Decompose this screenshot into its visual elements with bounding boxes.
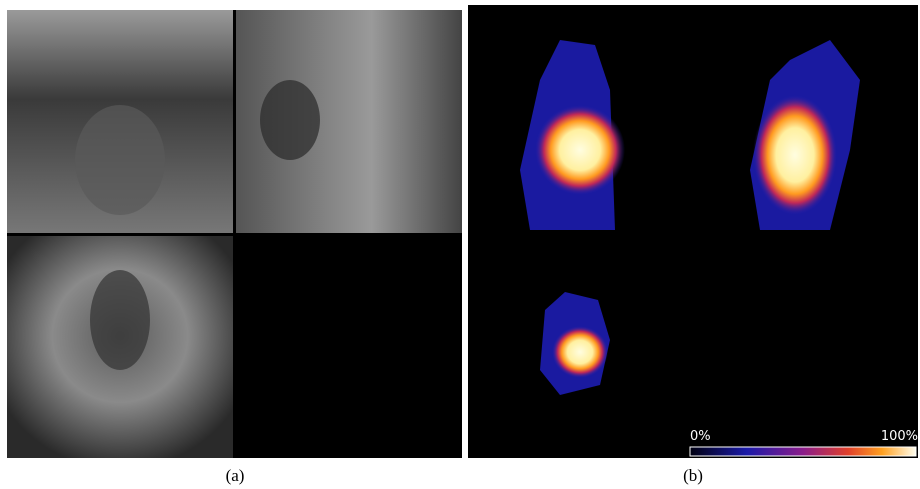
panel-caption: (a) [226, 466, 245, 485]
colorbar [690, 447, 916, 456]
panel-a [7, 10, 462, 458]
empty-view [236, 236, 462, 458]
panel-b: 0% 100% [468, 5, 918, 458]
structure [75, 105, 165, 215]
panel-caption: (b) [683, 466, 703, 485]
colorbar-min-label: 0% [690, 429, 711, 444]
figure: 0% 100% (a) (b) [0, 0, 920, 489]
colorbar-max-label: 100% [881, 429, 918, 444]
structure [260, 80, 320, 160]
hotspot [552, 326, 608, 378]
hotspot [753, 95, 837, 215]
structure [90, 270, 150, 370]
hotspot [535, 105, 625, 195]
